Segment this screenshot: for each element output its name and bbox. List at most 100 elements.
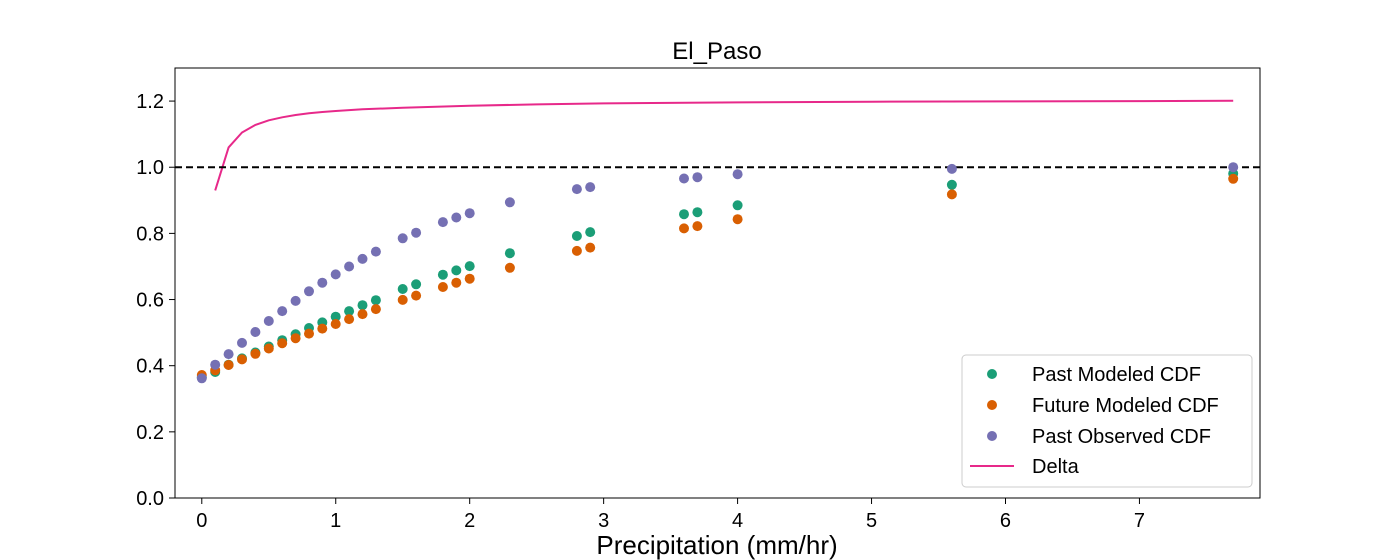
delta-line: [214, 99, 1234, 191]
past-modeled-point: [571, 231, 582, 241]
past-modeled-point: [451, 265, 462, 276]
past-modeled-point: [397, 284, 408, 294]
legend-label-delta: Delta: [1032, 456, 1080, 478]
future-modeled-point: [357, 309, 368, 320]
future-modeled-point: [946, 189, 957, 200]
past-observed-point: [585, 182, 596, 193]
x-axis-label: Precipitation (mm/hr): [596, 530, 837, 560]
future-modeled-point: [692, 221, 703, 232]
past-observed-point: [263, 316, 274, 326]
legend-label-past-modeled: Past Modeled CDF: [1032, 364, 1201, 386]
past-observed-point: [330, 269, 341, 280]
future-modeled-point: [330, 319, 341, 329]
plot-content: [175, 99, 1260, 384]
past-modeled-point: [464, 261, 475, 272]
x-tick-label: 6: [1000, 510, 1011, 532]
past-observed-point: [304, 286, 314, 297]
x-tick-label: 1: [330, 510, 341, 532]
x-axis: 0 1 2 3 4 5 6 7: [196, 498, 1145, 532]
future-modeled-point: [732, 214, 743, 225]
past-observed-point: [464, 208, 475, 219]
past-observed-point: [357, 253, 368, 264]
past-observed-point: [317, 277, 328, 288]
y-tick-label: 0.2: [136, 422, 164, 444]
future-modeled-point: [317, 323, 328, 334]
future-modeled-point: [290, 333, 301, 344]
past-observed-point: [250, 327, 261, 337]
legend-marker-future-modeled: [987, 400, 997, 410]
future-modeled-point: [437, 282, 448, 292]
past-observed-point: [692, 172, 703, 183]
past-observed-point: [679, 173, 689, 184]
past-observed-point: [370, 246, 381, 257]
past-modeled-point: [370, 295, 381, 306]
past-modeled-point: [946, 179, 957, 190]
legend-marker-past-modeled: [987, 369, 997, 379]
legend-label-future-modeled: Future Modeled CDF: [1032, 395, 1219, 417]
future-modeled-point: [277, 338, 288, 349]
future-modeled-point: [571, 245, 582, 256]
future-modeled-point: [1228, 173, 1239, 184]
past-observed-point: [946, 163, 957, 174]
future-modeled-point: [451, 277, 462, 288]
past-observed-point: [411, 227, 422, 238]
y-tick-label: 0.4: [136, 356, 164, 378]
legend: Past Modeled CDF Future Modeled CDF Past…: [961, 354, 1253, 488]
past-modeled-point: [344, 306, 355, 317]
future-modeled-point: [263, 343, 274, 354]
future-modeled-point: [250, 348, 261, 359]
past-observed-point: [237, 337, 247, 348]
past-observed-point: [277, 306, 288, 317]
y-tick-label: 0.6: [136, 290, 164, 312]
past-modeled-point: [585, 227, 596, 238]
future-modeled-point: [344, 314, 355, 325]
legend-marker-past-observed: [987, 431, 997, 441]
past-modeled-point: [411, 279, 422, 290]
x-tick-label: 3: [598, 510, 609, 532]
future-modeled-point: [585, 242, 596, 253]
legend-box: [961, 354, 1253, 488]
past-observed-point: [437, 217, 448, 228]
past-observed-point: [504, 197, 515, 208]
y-tick-label: 1.0: [136, 157, 164, 179]
past-modeled-point: [437, 269, 448, 280]
x-tick-label: 2: [464, 510, 475, 532]
past-observed-point: [290, 295, 301, 306]
plot-frame: [174, 67, 1261, 499]
legend-label-past-observed: Past Observed CDF: [1032, 426, 1211, 448]
x-tick-label: 0: [196, 510, 207, 532]
future-modeled-point: [411, 290, 422, 301]
past-modeled-point: [679, 209, 689, 220]
past-modeled-point: [692, 207, 703, 218]
past-observed-point: [571, 184, 582, 195]
past-observed-point: [223, 349, 234, 360]
y-axis: 0.0 0.2 0.4 0.6 0.8 1.0 1.2: [136, 91, 175, 510]
past-modeled-point: [504, 248, 515, 259]
future-modeled-point: [370, 304, 381, 315]
y-tick-label: 1.2: [136, 91, 164, 113]
future-modeled-point: [223, 360, 234, 370]
past-observed-point: [1228, 162, 1239, 173]
future-modeled-point: [397, 294, 408, 305]
future-modeled-point: [679, 223, 689, 234]
past-modeled-point: [330, 311, 341, 322]
x-tick-label: 5: [866, 510, 877, 532]
future-modeled-point: [504, 262, 515, 273]
x-tick-label: 7: [1134, 510, 1145, 532]
x-tick-label: 4: [732, 510, 743, 532]
future-modeled-point: [304, 328, 314, 339]
past-observed-point: [732, 169, 743, 180]
past-observed-point: [397, 233, 408, 244]
past-observed-point: [344, 261, 355, 272]
y-tick-label: 0.8: [136, 223, 164, 245]
y-tick-label: 0.0: [136, 488, 164, 510]
future-modeled-point: [464, 273, 475, 284]
past-observed-point: [196, 373, 207, 384]
past-observed-point: [210, 359, 221, 370]
future-modeled-point: [237, 354, 247, 365]
past-modeled-point: [732, 200, 743, 211]
past-observed-point: [451, 212, 462, 223]
chart-title: El_Paso: [672, 38, 761, 65]
past-modeled-point: [357, 300, 368, 311]
